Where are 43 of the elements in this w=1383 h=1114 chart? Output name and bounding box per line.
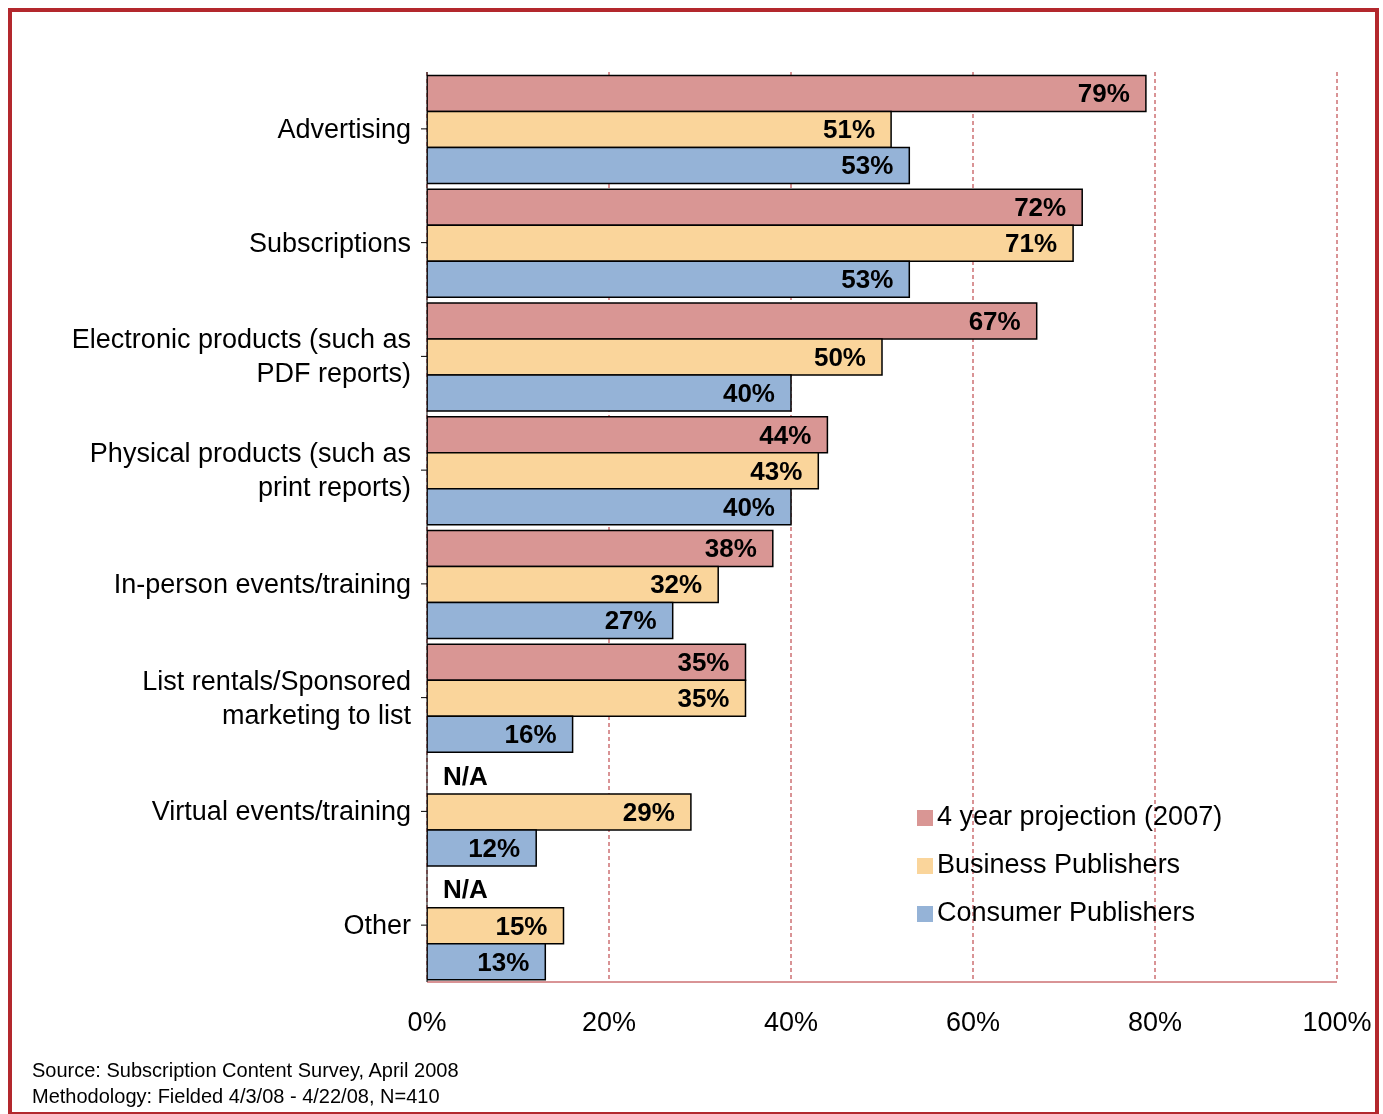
x-tick-label: 0% <box>407 1007 447 1038</box>
x-tick-label: 40% <box>763 1007 819 1038</box>
x-tick-label: 80% <box>1127 1007 1183 1038</box>
data-label: 40% <box>722 377 775 408</box>
source-note: Source: Subscription Content Survey, April 2008 <box>32 1058 459 1083</box>
data-label: 43% <box>750 455 803 486</box>
data-label: 67% <box>968 305 1021 336</box>
data-label: 71% <box>1005 228 1058 259</box>
data-label: 79% <box>1077 78 1130 109</box>
y-tick-label: List rentals/Sponsored marketing to list <box>142 665 412 730</box>
y-tick-label: Electronic products (such as PDF reports) <box>71 324 411 389</box>
y-tick-label: Other <box>343 910 411 941</box>
data-label: 32% <box>650 569 703 600</box>
data-label: 38% <box>704 533 757 564</box>
data-label: 40% <box>722 491 775 522</box>
data-label: 16% <box>504 719 557 750</box>
data-label: 53% <box>841 150 894 181</box>
data-label: 44% <box>759 419 812 450</box>
x-tick-label: 100% <box>1302 1007 1372 1038</box>
text: Methodology: Fielded 4/3/08 - 4/22/08, N=410 <box>32 1084 441 1109</box>
data-label: 13% <box>477 946 530 977</box>
data-label: 35% <box>677 647 730 678</box>
text: N/A <box>443 760 488 791</box>
data-label: 15% <box>495 910 548 941</box>
data-label: 27% <box>604 605 657 636</box>
legend-label: Business Publishers <box>937 849 1181 879</box>
data-label: 12% <box>468 832 521 863</box>
data-label: 35% <box>677 683 730 714</box>
data-label: 50% <box>813 341 866 372</box>
x-tick-label: 20% <box>581 1007 637 1038</box>
y-tick-label: Virtual events/training <box>151 796 411 827</box>
x-tick-label: 60% <box>945 1007 1001 1038</box>
legend-label: Consumer Publishers <box>937 897 1196 927</box>
data-label: 72% <box>1014 192 1067 223</box>
y-tick-label: Advertising <box>277 113 411 144</box>
data-label: 29% <box>622 796 675 827</box>
legend-label: 4 year projection (2007) <box>937 801 1223 831</box>
data-label: 51% <box>823 114 876 145</box>
data-label: 53% <box>841 264 894 295</box>
y-tick-label: In-person events/training <box>113 568 411 599</box>
y-tick-label: Physical products (such as print reports) <box>89 438 411 503</box>
y-tick-label: Subscriptions <box>248 227 411 258</box>
text: N/A <box>443 874 488 905</box>
